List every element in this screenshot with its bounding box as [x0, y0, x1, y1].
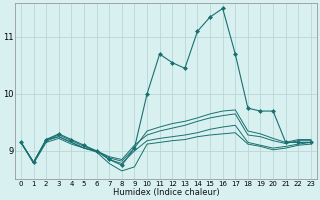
X-axis label: Humidex (Indice chaleur): Humidex (Indice chaleur) — [113, 188, 219, 197]
